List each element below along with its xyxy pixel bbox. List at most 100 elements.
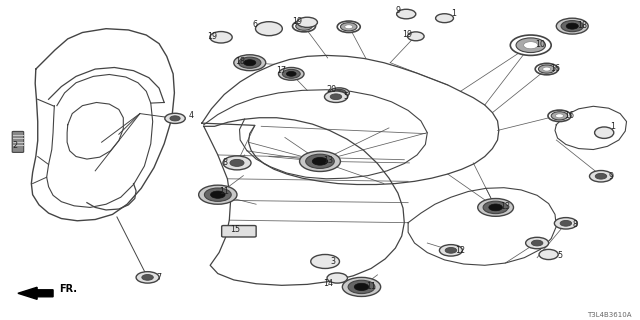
- Text: 1: 1: [452, 9, 456, 18]
- Circle shape: [337, 21, 360, 33]
- Text: 10: 10: [535, 40, 545, 49]
- Circle shape: [244, 60, 256, 66]
- Ellipse shape: [327, 273, 348, 283]
- Text: 13: 13: [500, 202, 510, 211]
- Circle shape: [211, 191, 225, 198]
- Circle shape: [524, 42, 538, 49]
- Text: 1: 1: [610, 122, 615, 131]
- Text: 5: 5: [343, 92, 348, 100]
- Circle shape: [354, 283, 369, 291]
- Circle shape: [198, 185, 237, 204]
- Text: 17: 17: [276, 66, 287, 75]
- Circle shape: [525, 237, 548, 249]
- Text: 2: 2: [12, 141, 17, 150]
- Text: 6: 6: [252, 20, 257, 29]
- Circle shape: [287, 71, 296, 76]
- Circle shape: [340, 23, 357, 31]
- Circle shape: [445, 247, 457, 253]
- Circle shape: [345, 25, 353, 29]
- Text: 19: 19: [402, 29, 412, 39]
- Circle shape: [556, 114, 563, 118]
- Text: 9: 9: [608, 172, 613, 181]
- Text: 20: 20: [326, 84, 337, 94]
- Ellipse shape: [408, 32, 424, 41]
- Text: 9: 9: [396, 6, 401, 15]
- Circle shape: [204, 188, 231, 201]
- Text: 19: 19: [292, 17, 303, 26]
- Text: 14: 14: [323, 279, 333, 288]
- Circle shape: [566, 23, 579, 29]
- Circle shape: [543, 67, 551, 71]
- Text: 5: 5: [557, 251, 562, 260]
- Text: 13: 13: [323, 156, 333, 165]
- Text: T3L4B3610A: T3L4B3610A: [587, 312, 632, 318]
- Circle shape: [296, 22, 312, 30]
- Ellipse shape: [595, 127, 614, 139]
- Circle shape: [561, 20, 584, 32]
- Circle shape: [234, 55, 266, 71]
- Text: 19: 19: [207, 32, 218, 41]
- Circle shape: [510, 35, 551, 55]
- Circle shape: [230, 159, 244, 166]
- Circle shape: [324, 91, 348, 102]
- Circle shape: [535, 63, 558, 75]
- Text: 7: 7: [157, 273, 162, 282]
- Circle shape: [278, 68, 304, 80]
- Circle shape: [477, 198, 513, 216]
- Text: 11: 11: [220, 187, 229, 196]
- Circle shape: [165, 113, 185, 124]
- Circle shape: [489, 204, 502, 211]
- Text: 12: 12: [456, 246, 465, 255]
- Text: 16: 16: [564, 111, 574, 120]
- FancyBboxPatch shape: [12, 132, 24, 152]
- Circle shape: [560, 220, 572, 226]
- Text: 8: 8: [573, 220, 578, 229]
- Text: 3: 3: [330, 257, 335, 266]
- Circle shape: [531, 240, 543, 246]
- Circle shape: [330, 94, 342, 100]
- Text: 18: 18: [577, 21, 587, 30]
- Circle shape: [595, 173, 607, 179]
- Ellipse shape: [210, 32, 232, 43]
- Text: FR.: FR.: [60, 284, 77, 294]
- Circle shape: [306, 154, 334, 168]
- Ellipse shape: [436, 14, 454, 23]
- Circle shape: [483, 201, 508, 214]
- FancyArrow shape: [18, 287, 53, 299]
- Circle shape: [342, 277, 381, 296]
- Circle shape: [548, 110, 571, 122]
- Circle shape: [589, 171, 612, 182]
- Circle shape: [300, 151, 340, 172]
- Ellipse shape: [255, 22, 282, 36]
- Text: 18: 18: [235, 57, 245, 66]
- Circle shape: [538, 65, 555, 73]
- Circle shape: [556, 18, 588, 34]
- Ellipse shape: [311, 254, 339, 268]
- Ellipse shape: [539, 249, 558, 260]
- Circle shape: [300, 24, 308, 28]
- Circle shape: [348, 280, 375, 294]
- Circle shape: [142, 275, 154, 280]
- Circle shape: [239, 57, 261, 68]
- Circle shape: [551, 112, 568, 120]
- FancyBboxPatch shape: [221, 226, 256, 237]
- Text: 11: 11: [366, 283, 376, 292]
- Circle shape: [335, 91, 343, 95]
- Circle shape: [329, 88, 349, 98]
- Circle shape: [554, 218, 577, 229]
- Circle shape: [170, 116, 180, 121]
- Ellipse shape: [297, 17, 317, 28]
- Circle shape: [292, 20, 316, 32]
- Ellipse shape: [397, 9, 416, 19]
- Text: 4: 4: [189, 111, 193, 120]
- Text: 15: 15: [230, 225, 241, 234]
- Circle shape: [440, 244, 463, 256]
- Text: 16: 16: [550, 64, 560, 73]
- Circle shape: [516, 38, 545, 52]
- Text: 8: 8: [223, 158, 228, 167]
- Circle shape: [312, 157, 328, 165]
- Circle shape: [332, 89, 346, 97]
- Circle shape: [136, 272, 159, 283]
- Circle shape: [223, 156, 251, 170]
- Circle shape: [282, 69, 300, 78]
